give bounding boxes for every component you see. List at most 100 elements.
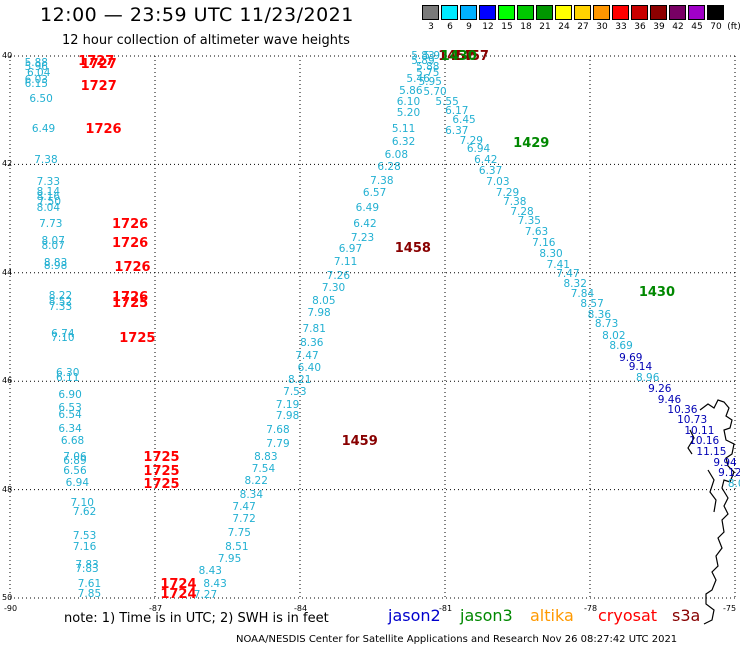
wave-height-point: 7.75 <box>227 526 251 539</box>
wave-height-point: 8.16 <box>36 190 61 203</box>
legend-swatch-12 <box>479 5 496 20</box>
pass-time-jason3: 1430 <box>638 284 676 300</box>
pass-time-jason3: 1429 <box>513 135 550 151</box>
legend-label-36: 36 <box>634 22 646 32</box>
wave-height-point: 7.83 <box>75 559 99 572</box>
legend-swatch-42 <box>669 5 686 20</box>
pass-time-s3a: 1459 <box>341 433 378 449</box>
legend-label-30: 30 <box>596 22 608 32</box>
lon-tick--81: -81 <box>439 604 453 613</box>
wave-height-point: 5.95 <box>418 76 442 89</box>
wave-height-point: 7.53 <box>72 529 97 542</box>
pass-time-cryosat: 1724 <box>160 587 197 603</box>
pass-time-cryosat: 1726 <box>85 122 122 138</box>
wave-height-point: 6.42 <box>353 218 377 231</box>
wave-height-point: 6.68 <box>60 435 85 448</box>
pass-time-cryosat: 1725 <box>119 330 156 346</box>
pass-time-jason3: 1430 <box>440 49 477 64</box>
wave-height-point: 8.02 <box>602 330 626 343</box>
legend-swatch-45 <box>688 5 705 20</box>
lat-tick-48: 48 <box>2 484 13 494</box>
wave-height-point: 7.41 <box>546 259 570 272</box>
wave-height-point: 8.21 <box>288 374 312 387</box>
wave-height-point: 6.74 <box>51 327 75 340</box>
lat-tick-46: 46 <box>2 376 13 386</box>
wave-height-point: 6.32 <box>391 135 416 148</box>
wave-height-point: 6.97 <box>338 243 363 256</box>
satellite-label-altika: altika <box>530 606 574 625</box>
wave-height-point: 8.07 <box>41 235 65 248</box>
wave-height-point: 6.94 <box>65 477 90 490</box>
wave-height-point: 7.11 <box>333 255 358 268</box>
pass-time-cryosat: 1726 <box>112 217 149 233</box>
wave-height-point: 5.96 <box>24 60 48 73</box>
wave-height-point: 6.42 <box>474 154 498 167</box>
wave-height-point: 8.36 <box>300 337 324 350</box>
legend-swatch-15 <box>498 5 515 20</box>
lat-tick-50: 50 <box>2 593 13 602</box>
wave-height-point: 7.50 <box>37 196 62 209</box>
wave-height-point: 11.15 <box>696 445 727 458</box>
legend-label-27: 27 <box>577 22 589 32</box>
wave-height-point: 6.57 <box>362 186 387 199</box>
pass-time-cryosat: 1727 <box>80 57 117 73</box>
legend-label-6: 6 <box>447 22 453 32</box>
pass-time-s3a: 1457 <box>452 49 489 64</box>
pass-time-s3a: 1457 <box>438 49 475 64</box>
wave-height-point: 7.47 <box>556 268 580 281</box>
wave-height-point: 5.75 <box>416 67 440 80</box>
wave-height-point: 7.84 <box>570 288 595 301</box>
wave-height-point: 9.14 <box>628 360 653 373</box>
wave-height-point: 5.83 <box>411 50 435 62</box>
wave-height-point: 7.10 <box>70 497 94 510</box>
wave-height-point: 6.53 <box>58 402 82 415</box>
legend-label-3: 3 <box>428 22 434 32</box>
wave-height-point: 7.27 <box>193 589 218 602</box>
wave-height-point: 6.08 <box>384 149 409 162</box>
legend-label-12: 12 <box>482 22 494 32</box>
wave-height-point: 7.38 <box>34 154 58 167</box>
wave-height-point: 7.73 <box>39 218 63 231</box>
wave-height-point: 5.93 <box>423 50 447 62</box>
wave-height-point: 6.49 <box>355 201 380 214</box>
wave-height-point: 6.94 <box>466 143 491 156</box>
wave-height-point: 7.35 <box>517 215 541 228</box>
legend-swatch-24 <box>555 5 572 20</box>
legend-swatch-39 <box>650 5 667 20</box>
wave-height-point: 8.32 <box>563 277 587 290</box>
legend-swatch-27 <box>574 5 591 20</box>
wave-height-point: 7.98 <box>275 410 300 423</box>
wave-height-point: 6.17 <box>445 105 469 118</box>
wave-height-point: 7.29 <box>459 135 483 148</box>
legend-swatch-6 <box>441 5 458 20</box>
pass-time-cryosat: 1725 <box>143 463 180 479</box>
pass-time-cryosat: 1727 <box>80 78 117 94</box>
wave-height-point: 6.30 <box>56 367 80 380</box>
wave-height-point: 6.45 <box>452 113 476 126</box>
wave-height-point: 7.38 <box>370 174 394 187</box>
pass-time-cryosat: 1724 <box>160 577 197 593</box>
wave-height-point: 7.61 <box>77 578 102 591</box>
wave-height-point: 8.52 <box>48 296 73 309</box>
wave-height-point: 7.16 <box>72 540 97 553</box>
lon-tick--87: -87 <box>149 604 163 613</box>
wave-height-point: 7.30 <box>321 281 346 294</box>
legend-swatch-9 <box>460 5 477 20</box>
wave-height-point: 10.11 <box>684 425 715 438</box>
wave-height-point: 5.20 <box>396 106 421 119</box>
wave-height-point: 5.11 <box>391 123 416 136</box>
wave-height-point: 7.83 <box>75 563 99 576</box>
pass-time-cryosat: 1726 <box>112 290 149 306</box>
lat-tick-44: 44 <box>2 267 13 277</box>
wave-height-point: 8.51 <box>225 540 249 553</box>
lon-tick--90: -90 <box>4 604 18 613</box>
wave-height-point: 7.68 <box>266 423 290 436</box>
wave-height-point: 10.36 <box>667 403 698 416</box>
wave-height-point: 8.43 <box>198 564 222 577</box>
pass-time-cryosat: 1726 <box>114 260 151 276</box>
wave-height-point: 6.37 <box>478 164 503 177</box>
wave-height-point: 8.73 <box>594 318 619 331</box>
wave-height-point: 8.00 <box>727 478 740 491</box>
legend-swatch-70 <box>707 5 724 20</box>
wave-height-point: 7.85 <box>77 587 102 600</box>
